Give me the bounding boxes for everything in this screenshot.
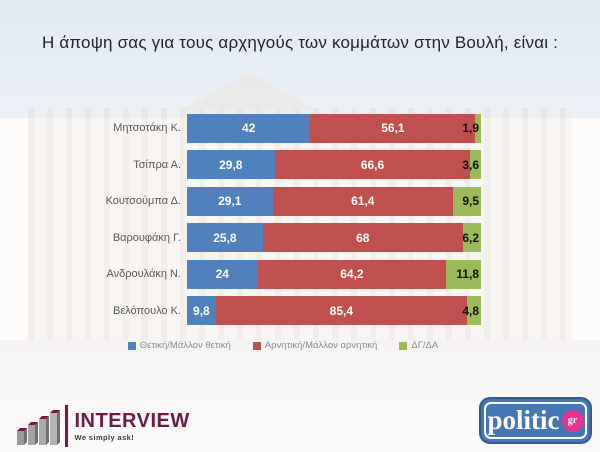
interview-logo-divider [65, 405, 68, 447]
politic-gr-badge: gr [561, 409, 584, 432]
legend-swatch [399, 341, 408, 350]
legend-item: Θετική/Μάλλον θετική [127, 340, 231, 351]
chart-title: Η άποψη σας για τους αρχηγούς των κομμάτ… [41, 33, 559, 52]
bar-segment-negative: 56,1 [310, 113, 476, 143]
bar-row: Τσίπρα Α. 29,8 66,6 3,6 [85, 147, 481, 184]
legend-label: ΔΓ/ΔΑ [411, 340, 439, 351]
bar-track: 42 56,1 1,9 [187, 113, 481, 143]
dontknow-value-label: 3,6 [462, 157, 479, 172]
bar-track: 24 64,2 11,8 [187, 259, 481, 289]
bar-segment-positive: 29,8 [187, 150, 275, 180]
bar-row: Κουτσούμπα Δ. 29,1 61,4 9,5 [85, 183, 481, 220]
dontknow-value-label: 9,5 [462, 194, 479, 209]
interview-logo[interactable]: INTERVIEW We simply ask! [15, 402, 190, 450]
category-label: Τσίπρα Α. [133, 158, 181, 171]
interview-logo-name: INTERVIEW [74, 409, 190, 432]
legend-label: Θετική/Μάλλον θετική [139, 340, 231, 351]
politic-logo-frame: politic gr [484, 402, 587, 439]
bar-track: 29,1 61,4 9,5 [187, 186, 481, 216]
bar-segment-dontknow [470, 150, 481, 180]
bar-segment-negative: 85,4 [215, 296, 467, 326]
background-sky [0, 0, 600, 118]
bar-row: Ανδρουλάκη Ν. 24 64,2 11,8 [85, 256, 481, 293]
legend-swatch [127, 341, 136, 350]
category-label: Βελόπουλο Κ. [112, 304, 181, 317]
chart-legend: Θετική/Μάλλον θετική Αρνητική/Μάλλον αρνη… [85, 340, 481, 351]
value-label: 61,4 [351, 194, 375, 209]
value-label: 29,8 [219, 157, 243, 172]
politic-logo-text: politic [487, 405, 560, 435]
value-label: 68 [356, 230, 370, 245]
legend-item: ΔΓ/ΔΑ [399, 340, 438, 351]
category-label: Κουτσούμπα Δ. [105, 195, 181, 208]
bar-track: 29,8 66,6 3,6 [187, 150, 481, 180]
value-label: 66,6 [360, 157, 385, 172]
bar-segment-negative: 64,2 [257, 259, 447, 289]
dontknow-value-label: 1,9 [462, 121, 479, 136]
bar-segment-dontknow [466, 296, 481, 326]
bar-segment-positive: 24 [187, 259, 258, 289]
interview-bars-icon [17, 410, 60, 445]
bar-row: Βελόπουλο Κ. 9,8 85,4 4,8 [85, 293, 481, 330]
stacked-bar-chart: Μητσοτάκη Κ. 42 56,1 1,9 Τσίπρα Α. 29,8 66,6 3,… [85, 110, 481, 351]
legend-label: Αρνητική/Μάλλον αρνητική [264, 340, 378, 351]
legend-swatch [252, 341, 261, 350]
bar-segment-positive: 42 [187, 113, 311, 143]
value-label: 29,1 [218, 194, 242, 209]
bar-row: Μητσοτάκη Κ. 42 56,1 1,9 [85, 110, 481, 147]
bar-segment-dontknow [453, 186, 481, 216]
category-label: Ανδρουλάκη Ν. [106, 268, 181, 281]
bar-segment-positive: 25,8 [187, 223, 263, 253]
bar-row: Βαρουφάκη Γ. 25,8 68 6,2 [85, 220, 481, 257]
bar-track: 25,8 68 6,2 [187, 223, 481, 253]
value-label: 85,4 [329, 303, 353, 318]
category-label: Βαρουφάκη Γ. [112, 231, 181, 244]
value-label: 25,8 [213, 230, 237, 245]
bar-segment-positive: 9,8 [187, 296, 216, 326]
bar-segment-negative: 61,4 [272, 186, 454, 216]
bar-segment-negative: 66,6 [274, 150, 471, 180]
bar-segment-dontknow [462, 223, 481, 253]
legend-item: Αρνητική/Μάλλον αρνητική [252, 340, 378, 351]
dontknow-value-label: 6,2 [462, 230, 479, 245]
bar-track: 9,8 85,4 4,8 [187, 296, 481, 326]
value-label: 64,2 [340, 267, 364, 282]
value-label: 56,1 [381, 121, 405, 136]
value-label: 9,8 [193, 303, 210, 318]
category-label: Μητσοτάκη Κ. [113, 122, 181, 135]
value-label: 24 [215, 267, 229, 282]
chart-rows: Μητσοτάκη Κ. 42 56,1 1,9 Τσίπρα Α. 29,8 66,6 3,… [85, 110, 481, 329]
bar-segment-dontknow [475, 113, 481, 143]
background-parliament-pediment [183, 72, 315, 110]
interview-logo-tagline: We simply ask! [74, 432, 135, 442]
bar-segment-positive: 29,1 [187, 186, 273, 216]
dontknow-value-label: 4,8 [462, 303, 479, 318]
politic-logo[interactable]: politic gr [479, 397, 592, 444]
value-label: 42 [242, 121, 256, 136]
dontknow-value-label: 11,8 [456, 267, 479, 282]
bar-segment-negative: 68 [262, 223, 463, 253]
bar-segment-dontknow [446, 259, 481, 289]
